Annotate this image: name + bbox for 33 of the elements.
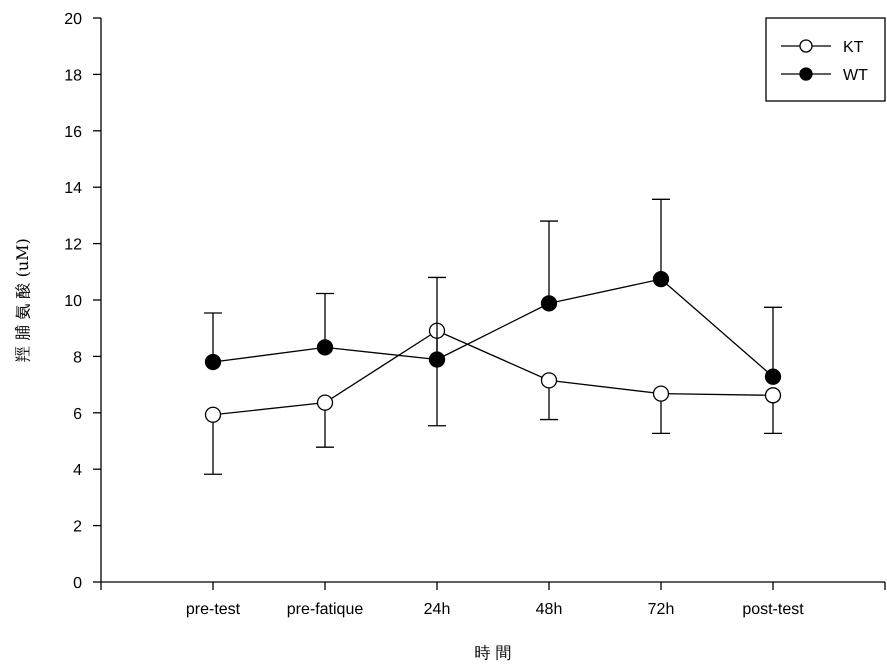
point xyxy=(204,406,222,423)
y-tick-label: 16 xyxy=(64,124,82,141)
point xyxy=(652,385,670,402)
point xyxy=(428,351,446,368)
point xyxy=(316,339,334,356)
y-tick-label: 14 xyxy=(64,180,82,198)
x-tick-label: pre-fatique xyxy=(286,601,364,618)
point xyxy=(540,372,558,389)
point xyxy=(316,394,334,411)
legend-label: WT xyxy=(843,67,868,84)
y-tick-label: 8 xyxy=(73,349,82,366)
y-tick-label: 12 xyxy=(64,236,82,254)
y-tick-label: 6 xyxy=(73,406,82,423)
point xyxy=(428,322,446,339)
x-tick-label: 72h xyxy=(648,601,674,618)
y-tick-label: 10 xyxy=(64,293,82,310)
point xyxy=(652,270,670,288)
y-tick-label: 0 xyxy=(73,575,82,592)
x-tick-label: pre-test xyxy=(186,601,241,618)
point xyxy=(764,387,782,404)
y-tick-label: 20 xyxy=(64,11,82,28)
point xyxy=(764,368,782,385)
y-axis-title: 羥 脯 氨 酸 (uM) xyxy=(13,238,32,362)
y-tick-label: 2 xyxy=(73,518,82,536)
legend-label: KT xyxy=(843,39,864,56)
x-axis-title: 時 間 xyxy=(474,643,512,662)
y-tick-label: 18 xyxy=(64,67,82,84)
x-tick-label: post-test xyxy=(742,601,804,618)
point xyxy=(540,295,558,312)
point xyxy=(204,354,222,370)
x-tick-label: 24h xyxy=(424,601,450,618)
y-tick-label: 4 xyxy=(73,462,82,480)
x-tick-label: 48h xyxy=(536,601,562,618)
